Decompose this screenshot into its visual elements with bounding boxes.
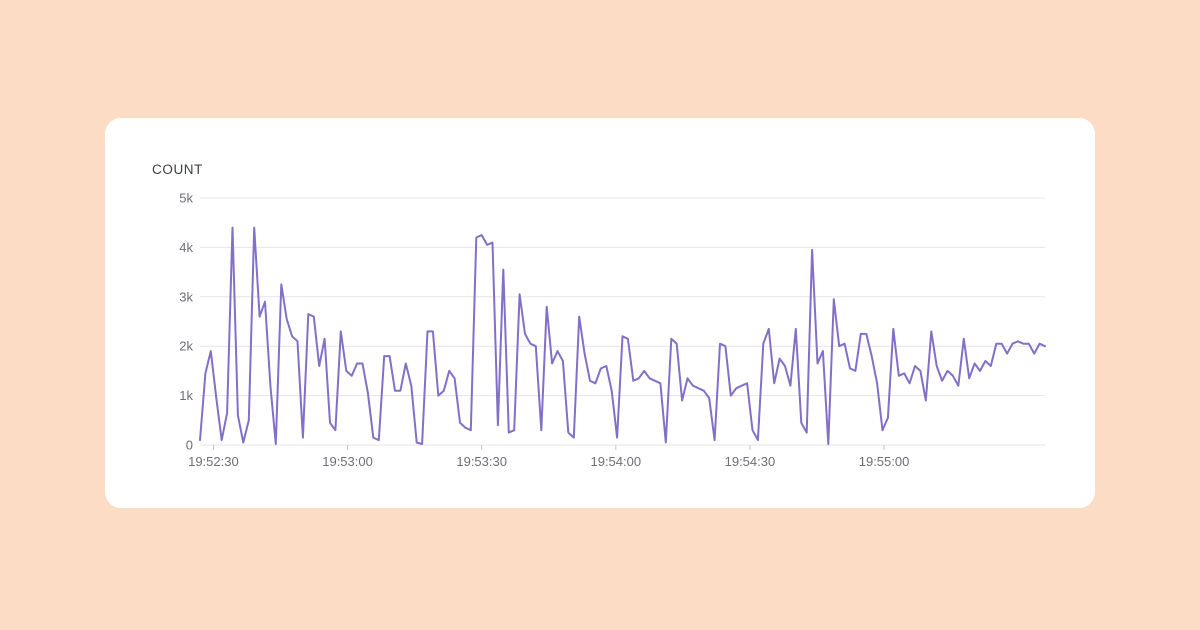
chart-title: COUNT [152, 162, 203, 177]
chart-card [105, 118, 1095, 508]
x-tick-label-19:53:00: 19:53:00 [322, 454, 373, 469]
x-tick-label-19:53:30: 19:53:30 [456, 454, 507, 469]
x-tick-label-19:52:30: 19:52:30 [188, 454, 239, 469]
y-tick-label-4k: 4k [179, 240, 193, 255]
y-tick-label-3k: 3k [179, 289, 193, 304]
x-tick-label-19:55:00: 19:55:00 [859, 454, 910, 469]
y-tick-label-5k: 5k [179, 191, 193, 206]
count-line-series [199, 226, 1046, 445]
y-tick-label-1k: 1k [179, 388, 193, 403]
x-tick-label-19:54:00: 19:54:00 [590, 454, 641, 469]
x-tick-label-19:54:30: 19:54:30 [725, 454, 776, 469]
y-tick-label-0: 0 [186, 438, 193, 453]
y-tick-label-2k: 2k [179, 339, 193, 354]
